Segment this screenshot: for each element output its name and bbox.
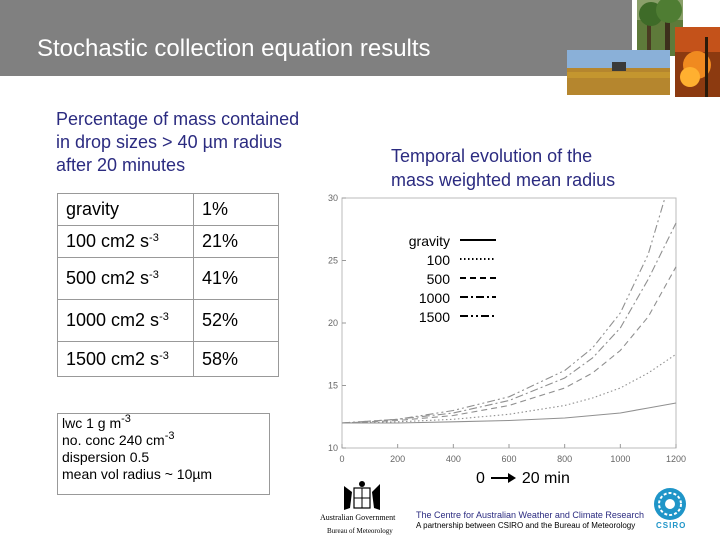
x-tick-label: 400 xyxy=(446,454,461,464)
simulation-parameters-box: lwc 1 g m-3 no. conc 240 cm-3 dispersion… xyxy=(57,413,270,495)
legend-label: 500 xyxy=(426,271,450,287)
legend-label: 1000 xyxy=(418,290,450,306)
dispersion-line: dispersion 0.5 xyxy=(62,449,150,465)
percent-cell: 21% xyxy=(193,225,279,258)
y-tick-label: 30 xyxy=(328,193,338,203)
bushfire-photo xyxy=(675,27,720,97)
time-start-label: 0 xyxy=(476,470,485,487)
lwc-line: lwc 1 g m-3 xyxy=(62,413,131,432)
series-line-500 xyxy=(341,266,677,424)
table-row: 1000 cm2 s-3 52% xyxy=(57,299,279,342)
mass-percentage-heading: Percentage of mass contained in drop siz… xyxy=(56,108,299,177)
table-row: 100 cm2 s-3 21% xyxy=(57,225,279,258)
table-row: gravity 1% xyxy=(57,193,279,226)
heading-line: Percentage of mass contained xyxy=(56,109,300,129)
slide-title: Stochastic collection equation results xyxy=(37,35,431,62)
x-tick-label: 200 xyxy=(390,454,405,464)
table-row: 500 cm2 s-3 41% xyxy=(57,257,279,300)
series-line-1000 xyxy=(341,222,677,424)
time-end-label: 20 min xyxy=(521,470,570,487)
centre-label: The Centre for Australian Weather and Cl… xyxy=(416,510,644,520)
results-table: gravity 1% 100 cm2 s-3 21% 500 cm2 s-3 4… xyxy=(57,193,279,377)
x-tick-label: 600 xyxy=(501,454,516,464)
kernel-cell: 1500 cm2 s-3 xyxy=(57,341,194,377)
x-tick-label: 0 xyxy=(339,454,344,464)
legend-swatch xyxy=(460,239,496,241)
legend-item: gravity xyxy=(390,232,496,251)
legend-item: 500 xyxy=(390,270,496,289)
coat-of-arms-icon xyxy=(344,481,380,510)
percent-cell: 52% xyxy=(193,299,279,342)
kernel-cell: gravity xyxy=(57,193,194,226)
title-bar: Stochastic collection equation results xyxy=(0,0,632,76)
legend-swatch xyxy=(460,277,496,279)
chart-heading: Temporal evolution of the mass weighted … xyxy=(391,144,615,192)
government-label: Australian Government xyxy=(320,513,396,522)
y-tick-label: 15 xyxy=(328,381,338,391)
y-tick-label: 10 xyxy=(328,443,338,453)
radius-evolution-chart: 0 200 400 600 800 1000 1200 10 15 20 25 30 xyxy=(328,193,686,464)
legend-item: 1000 xyxy=(390,289,496,308)
percent-cell: 58% xyxy=(193,341,279,377)
heading-line: after 20 minutes xyxy=(56,155,186,175)
x-tick-label: 1000 xyxy=(610,454,630,464)
chart-heading-line: mass weighted mean radius xyxy=(391,170,616,190)
series-line-gravity xyxy=(342,402,677,424)
x-tick-label: 1200 xyxy=(666,454,686,464)
kernel-cell: 100 cm2 s-3 xyxy=(57,225,194,258)
legend-swatch xyxy=(460,315,496,317)
y-tick-label: 25 xyxy=(328,256,338,266)
y-tick-label: 20 xyxy=(328,318,338,328)
field-photo xyxy=(567,50,670,95)
kernel-cell: 500 cm2 s-3 xyxy=(57,257,194,300)
csiro-wordmark: CSIRO xyxy=(656,521,687,530)
legend-label: 100 xyxy=(426,252,450,268)
legend-item: 100 xyxy=(390,251,496,270)
chart-heading-line: Temporal evolution of the xyxy=(391,146,593,166)
percent-cell: 1% xyxy=(193,193,279,226)
legend-label: gravity xyxy=(408,233,450,249)
number-concentration-line: no. conc 240 cm-3 xyxy=(62,430,175,449)
legend-swatch xyxy=(460,258,496,260)
series-line-1500 xyxy=(341,197,666,424)
series-line-100 xyxy=(341,353,677,424)
kernel-cell: 1000 cm2 s-3 xyxy=(57,299,194,342)
chart-legend: gravity 100 500 1000 1500 xyxy=(390,232,496,327)
legend-label: 1500 xyxy=(418,309,450,325)
mean-volume-radius-line: mean vol radius ~ 10µm xyxy=(62,466,213,482)
arrow-right-icon xyxy=(491,473,517,483)
legend-item: 1500 xyxy=(390,308,496,327)
percent-cell: 41% xyxy=(193,257,279,300)
csiro-logo: CSIRO xyxy=(653,487,689,540)
legend-swatch xyxy=(460,296,496,298)
partnership-label: A partnership between CSIRO and the Bure… xyxy=(416,521,636,530)
bureau-label: Bureau of Meteorology xyxy=(327,527,393,535)
time-range-note: 0 20 min xyxy=(476,470,570,488)
x-tick-label: 800 xyxy=(557,454,572,464)
heading-line: in drop sizes > 40 µm radius xyxy=(56,132,282,152)
table-row: 1500 cm2 s-3 58% xyxy=(57,341,279,377)
